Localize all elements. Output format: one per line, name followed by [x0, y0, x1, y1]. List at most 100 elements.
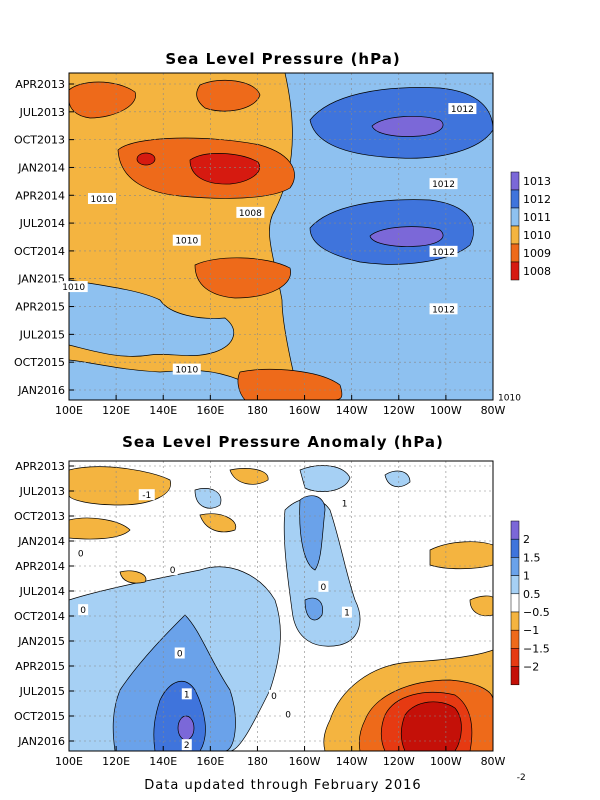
- chart2-colorbar-label: −0.5: [523, 606, 550, 619]
- chart1-colorbar-swatch: [510, 171, 520, 191]
- chart2-colorbar-label: 1: [523, 570, 530, 583]
- chart2-x-tick-label: 80W: [481, 755, 506, 768]
- chart1-contour-label: 1012: [432, 305, 455, 315]
- chart1-y-tick-label: JUL2014: [19, 217, 65, 230]
- chart2-contour-label-bg: [339, 497, 350, 509]
- chart2-contour-label: 1: [344, 609, 350, 619]
- chart2-colorbar-label: −1: [523, 624, 539, 637]
- chart1-contour-label-bg: [87, 192, 116, 204]
- chart1-contour-label-bg: [429, 178, 458, 190]
- chart1-x-tick-label: 160W: [289, 404, 321, 417]
- chart1-x-tick-label: 80W: [481, 404, 506, 417]
- chart1-y-tick-label: OCT2015: [14, 356, 65, 369]
- chart1-contour-label-bg: [172, 363, 201, 375]
- chart1-y-tick-label: APR2014: [15, 189, 65, 202]
- chart1-title: Sea Level Pressure (hPa): [165, 50, 400, 68]
- chart2-colorbar-swatch: [510, 666, 520, 686]
- chart1-contour-label: 1010: [91, 195, 114, 205]
- chart1-colorbar-swatch: [510, 243, 520, 263]
- chart2-colorbar-swatch: [510, 629, 520, 649]
- chart1-colorbar-label: 1008: [523, 265, 551, 278]
- chart2-x-tick-label: 120E: [102, 755, 130, 768]
- chart2-title: Sea Level Pressure Anomaly (hPa): [122, 433, 444, 451]
- chart1-frame: [68, 72, 494, 401]
- chart1-colorbar-label: 1011: [523, 211, 551, 224]
- chart1-y-tick-label: JAN2016: [17, 384, 65, 397]
- chart1-y-tick-label: APR2015: [15, 301, 65, 314]
- chart2-contour-label: 0: [170, 566, 176, 576]
- chart2-x-tick-label: 100E: [55, 755, 83, 768]
- chart1-grid: [69, 73, 493, 400]
- chart2-x-tick-label: 140W: [336, 755, 368, 768]
- chart2-colorbar-swatch: [510, 520, 520, 540]
- chart1-colorbar-swatch: [510, 207, 520, 227]
- chart1-colorbar-swatch: [510, 261, 520, 281]
- chart2-colorbar-swatch: [510, 648, 520, 667]
- chart2-colorbar-swatch: [510, 611, 520, 631]
- chart2-contour-label: 1: [342, 500, 348, 510]
- chart1-colorbar-label: 1009: [523, 247, 551, 260]
- chart2-contour-label: 0: [80, 606, 86, 616]
- chart2-x-tick-label: 140E: [149, 755, 177, 768]
- chart2-x-tick-label: 160W: [289, 755, 321, 768]
- chart2-colorbar-swatch: [510, 575, 520, 595]
- chart1-colorbar-swatch: [510, 225, 520, 245]
- chart2-contour-label-bg: [181, 739, 192, 751]
- chart1-contour-label: 1010: [498, 393, 521, 403]
- chart1-contour-label: 1010: [62, 283, 85, 293]
- chart2-contour-label: 2: [184, 741, 190, 751]
- chart2-y-tick-label: JUL2014: [19, 585, 65, 598]
- chart2-colorbar: 2 1.5 1 0.5 −0.5 −1 −1.5 −2: [510, 520, 550, 686]
- chart2-colorbar-label: 2: [523, 533, 530, 546]
- chart2-y-tick-label: JAN2014: [17, 535, 65, 548]
- chart1-x-tick-label: 140E: [149, 404, 177, 417]
- chart2-y-tick-label: JUL2015: [19, 685, 65, 698]
- chart2-y-tick-label: APR2015: [15, 660, 65, 673]
- chart1-contour-label-bg: [236, 206, 265, 218]
- chart1-x-tick-label: 160E: [196, 404, 224, 417]
- chart2-contour-label-bg: [181, 688, 192, 700]
- chart2-colorbar-label: −2: [523, 661, 539, 674]
- chart2-colorbar-label: −1.5: [523, 642, 550, 655]
- chart2-contour-label: 0: [321, 583, 327, 593]
- chart2-contour-label: 0: [177, 650, 183, 660]
- chart2-colorbar-swatch: [510, 593, 520, 613]
- chart1-contour-label: 1012: [432, 180, 455, 190]
- chart2-x-tick-label: 100W: [430, 755, 462, 768]
- chart1-x-tick-label: 100E: [55, 404, 83, 417]
- chart2-colorbar-label: 0.5: [523, 588, 541, 601]
- chart2-y-tick-label: OCT2013: [14, 510, 65, 523]
- chart2-y-tick-label: APR2013: [15, 460, 65, 473]
- chart2-y-tick-label: OCT2015: [14, 710, 65, 723]
- chart1-y-tick-label: JAN2015: [17, 273, 65, 286]
- footer-note: Data updated through February 2016: [144, 778, 421, 793]
- chart2-contour-label-bg: [268, 690, 279, 701]
- chart1-y-tick-label: JAN2014: [17, 161, 65, 174]
- chart1-plot-area: [69, 73, 493, 400]
- chart2-contour-label: 0: [271, 692, 277, 702]
- chart1-contour-label-bg: [172, 234, 201, 246]
- chart1-x-tick-label: 100W: [430, 404, 462, 417]
- chart2-contour-label-bg: [138, 489, 155, 501]
- chart2-colorbar-swatch: [510, 557, 520, 576]
- chart1-contour-label-bg: [495, 391, 524, 403]
- chart1-x-tick-label: 180: [247, 404, 268, 417]
- chart2-colorbar-label: 1.5: [523, 551, 541, 564]
- chart1-contour-label: 1008: [239, 209, 262, 219]
- chart1-y-tick-label: APR2013: [15, 78, 65, 91]
- chart1-colorbar-label: 1013: [523, 175, 551, 188]
- chart2-contour-label-bg: [78, 604, 89, 616]
- chart2-x-tick-label: 120W: [383, 755, 415, 768]
- chart2-x-tick-label: 160E: [196, 755, 224, 768]
- chart1-contour-label: 1010: [175, 237, 198, 247]
- chart2-contour-label: 0: [78, 550, 84, 560]
- chart1-x-tick-label: 140W: [336, 404, 368, 417]
- chart2-contour-label-bg: [513, 770, 530, 782]
- chart1-contour-label-bg: [448, 103, 477, 115]
- chart1-contour-label: 1012: [432, 248, 455, 258]
- chart1-ticks: 100E 120E 140E 160E 180 160W 140W 120W 100W 80W AP…: [14, 78, 506, 417]
- chart2-y-tick-label: OCT2014: [14, 610, 65, 623]
- chart2-frame: [68, 460, 494, 752]
